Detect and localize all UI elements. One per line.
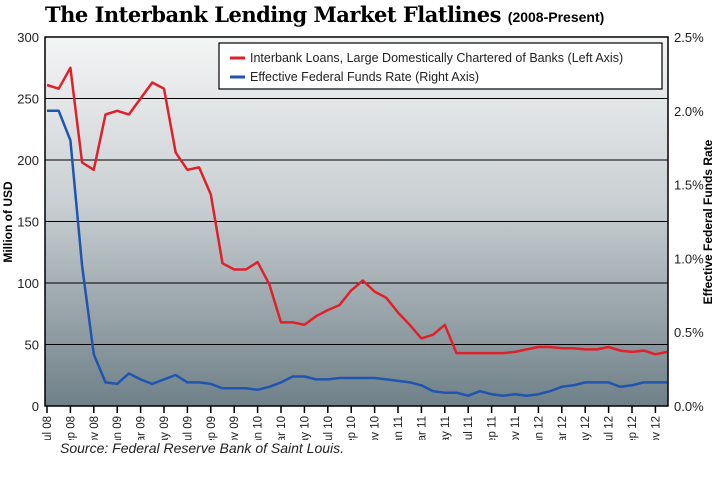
y-tick-label: 150	[17, 215, 39, 230]
x-tick-label: Jan 10	[253, 416, 265, 440]
y-axis-label: Million of USD	[1, 181, 15, 263]
x-tick-label: May 12	[580, 416, 592, 440]
x-tick-label: Jul 11	[463, 416, 475, 440]
x-tick-label: Jan 12	[533, 416, 545, 440]
x-tick-label: Jan 09	[112, 416, 124, 440]
x-tick-label: Mar 10	[276, 416, 288, 440]
x-tick-label: Sep 11	[487, 416, 499, 440]
y-tick-label: 100	[17, 276, 39, 291]
title-subtitle: (2008-Present)	[507, 9, 605, 25]
x-tick-label: Sep 12	[627, 416, 639, 440]
y2-axis-label: Effective Federal Funds Rate	[701, 139, 715, 304]
x-tick-label: Nov 12	[650, 416, 662, 440]
interbank-loans-line	[46, 66, 668, 356]
y2-tick-label: 2.0%	[674, 104, 704, 119]
x-tick-label: Nov 10	[370, 416, 382, 440]
x-tick-label: May 09	[159, 416, 171, 440]
y2-tick-label: 0.0%	[674, 399, 704, 414]
x-tick-label: Sep 09	[206, 416, 218, 440]
chart-svg: 0 50 100 150 200 250 300 0.0% 0.5% 1.0% 1.5% 2.0% 2.…	[1, 30, 715, 440]
x-tick-label: Jul 09	[182, 416, 194, 440]
source-note: Source: Federal Reserve Bank of Saint Lo…	[60, 440, 345, 456]
x-tick-label: Mar 11	[416, 416, 428, 440]
x-tick-label: Jan 11	[393, 416, 405, 440]
x-tick-label: Sep 10	[346, 416, 358, 440]
x-tick-label: Nov 09	[229, 416, 241, 440]
fed-funds-rate-line	[47, 109, 668, 397]
x-tick-label: Sep 08	[65, 416, 77, 440]
x-tick-label: Mar 09	[136, 416, 148, 440]
x-tick-label: Jul 10	[323, 416, 335, 440]
y-tick-label: 250	[17, 92, 39, 107]
y-tick-label: 200	[17, 153, 39, 168]
y2-tick-label: 2.5%	[674, 30, 704, 45]
chart-title: The Interbank Lending Market Flatlines (…	[45, 2, 604, 27]
legend-label-loans: Interbank Loans, Large Domestically Char…	[250, 51, 623, 65]
y2-tick-label: 0.5%	[674, 325, 704, 340]
y2-tick-label: 1.0%	[674, 251, 704, 266]
x-tick-label: Jul 08	[42, 416, 54, 440]
y-tick-label: 50	[25, 338, 39, 353]
x-tick-label: Jul 12	[604, 416, 616, 440]
y2-tick-label: 1.5%	[674, 178, 704, 193]
x-tick-label: May 10	[299, 416, 311, 440]
y-tick-label: 300	[17, 30, 39, 45]
x-tick-label: Mar 12	[557, 416, 569, 440]
y-tick-label: 0	[32, 399, 39, 414]
legend-label-fed-funds: Effective Federal Funds Rate (Right Axis…	[250, 70, 479, 84]
title-main: The Interbank Lending Market Flatlines	[45, 2, 501, 27]
x-tick-label: May 11	[440, 416, 452, 440]
x-tick-label: Nov 08	[89, 416, 101, 440]
legend: Interbank Loans, Large Domestically Char…	[218, 42, 663, 90]
x-tick-label: Nov 11	[510, 416, 522, 440]
